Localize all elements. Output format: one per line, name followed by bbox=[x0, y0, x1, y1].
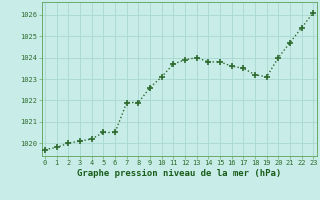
X-axis label: Graphe pression niveau de la mer (hPa): Graphe pression niveau de la mer (hPa) bbox=[77, 169, 281, 178]
